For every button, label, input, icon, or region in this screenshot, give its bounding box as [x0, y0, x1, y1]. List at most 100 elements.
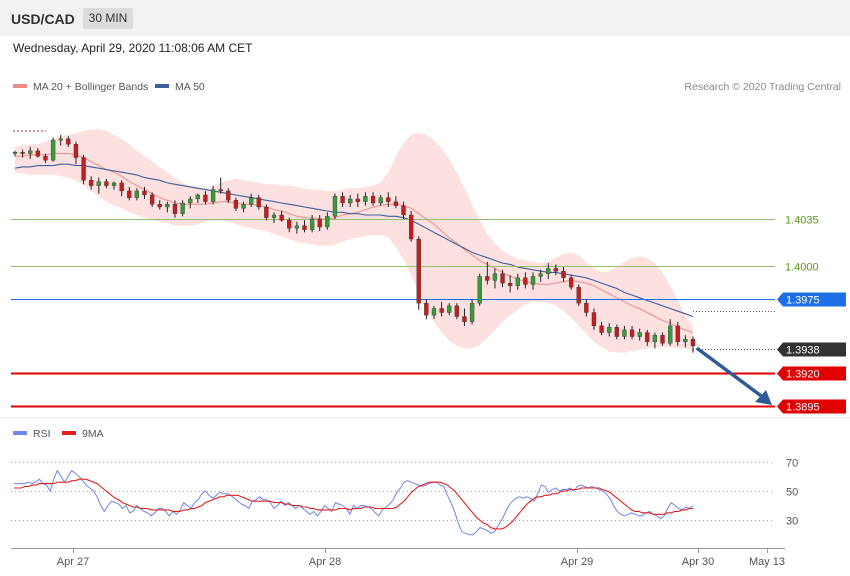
current-price-tag [777, 342, 846, 357]
support-tag [777, 399, 846, 414]
candle-body [28, 150, 33, 154]
candle-body [561, 270, 566, 278]
candle-body [500, 273, 505, 284]
candle-body [35, 150, 41, 157]
candle-body [340, 196, 345, 204]
candle-body [576, 286, 581, 304]
candle-body [73, 144, 79, 158]
ma50-legend-swatch [155, 84, 169, 88]
x-axis-label: Apr 29 [561, 556, 593, 568]
candle-body [96, 181, 101, 186]
candle-body [675, 325, 680, 343]
ma9-legend-label: 9MA [82, 428, 104, 440]
ma9-legend-swatch [62, 431, 76, 435]
support-label: 1.3895 [786, 402, 820, 414]
support-label: 1.3920 [786, 369, 820, 381]
candle-body [477, 276, 482, 304]
x-axis-label: May 13 [749, 556, 785, 568]
candle-body [485, 276, 490, 281]
candle-body [690, 339, 696, 347]
rsi-panel: 30 50 70 [11, 458, 798, 536]
candle-body [355, 198, 360, 202]
candle-body [119, 182, 124, 192]
candle-body [424, 302, 429, 316]
candle-body [165, 204, 170, 208]
candle-body [149, 194, 155, 205]
ma-bb-legend-swatch [13, 84, 27, 88]
candle-body [104, 181, 109, 186]
candle-body [111, 182, 117, 186]
candle-body [226, 190, 231, 201]
main-legend: MA 20 + Bollinger Bands MA 50 [13, 81, 205, 93]
x-axis: Apr 27 Apr 28 Apr 29 Apr 30 May 13 [11, 548, 785, 568]
candle-body [393, 201, 399, 206]
candle-body [58, 138, 63, 141]
rsi-ma9-line [14, 478, 693, 530]
pivot-label: 1.3975 [786, 295, 820, 307]
candle-body [439, 308, 444, 313]
resistance-label: 1.4000 [785, 262, 819, 274]
rsi-tick-label: 30 [786, 516, 798, 528]
candle-body [89, 180, 94, 186]
ma50-legend-label: MA 50 [175, 81, 205, 93]
candle-body [492, 273, 498, 281]
pivot-tag [777, 292, 846, 307]
current-price-label: 1.3938 [786, 345, 820, 357]
candle-body [667, 325, 673, 344]
candle-body [249, 197, 254, 205]
candle-body [591, 312, 597, 327]
forecast-arrow [696, 347, 772, 405]
price-levels [11, 219, 775, 408]
candle-body [645, 332, 650, 343]
x-axis-label: Apr 28 [309, 556, 341, 568]
candle-body [530, 276, 536, 285]
forecast-arrow-head [755, 390, 772, 405]
timeframe-badge[interactable]: 30 MIN [83, 8, 133, 29]
candle-body [652, 335, 658, 343]
ma20-line [15, 153, 694, 333]
candle-body [127, 190, 132, 198]
candle-body [363, 196, 368, 202]
candle-body [279, 214, 284, 221]
candle-body [408, 214, 414, 240]
rsi-line [14, 469, 694, 536]
rsi-legend-label: RSI [33, 428, 51, 440]
candle-body [264, 206, 269, 218]
candle-body [12, 152, 18, 154]
candle-body [683, 339, 688, 343]
candle-body [431, 308, 437, 316]
candle-body [218, 189, 223, 192]
candle-body [447, 305, 452, 313]
candle-body [241, 204, 246, 209]
candle-body [195, 194, 200, 200]
candle-body [637, 332, 642, 337]
candle-body [378, 197, 383, 204]
candle-body [188, 198, 193, 204]
candle-body [386, 197, 391, 202]
x-axis-label: Apr 30 [682, 556, 714, 568]
candle-body [614, 327, 619, 337]
candle-body [271, 214, 277, 218]
candle-body [454, 305, 459, 317]
ma-bb-legend-label: MA 20 + Bollinger Bands [33, 81, 148, 93]
candle-body [294, 225, 300, 229]
candle-body [210, 189, 216, 202]
candle-body [287, 220, 292, 229]
candlesticks [12, 130, 696, 353]
rsi-tick-label: 50 [786, 487, 798, 499]
rsi-legend-swatch [13, 431, 27, 435]
candle-body [309, 218, 315, 230]
candle-body [180, 202, 185, 214]
candle-body [523, 277, 528, 285]
candle-body [66, 138, 71, 145]
moving-averages [14, 153, 694, 333]
candle-body [20, 152, 25, 154]
candle-body [416, 238, 421, 304]
candle-body [546, 268, 551, 274]
candle-body [50, 140, 56, 161]
candle-body [256, 197, 261, 208]
candle-body [172, 204, 178, 214]
rsi-legend: RSI 9MA [13, 428, 104, 440]
candle-body [607, 327, 612, 333]
